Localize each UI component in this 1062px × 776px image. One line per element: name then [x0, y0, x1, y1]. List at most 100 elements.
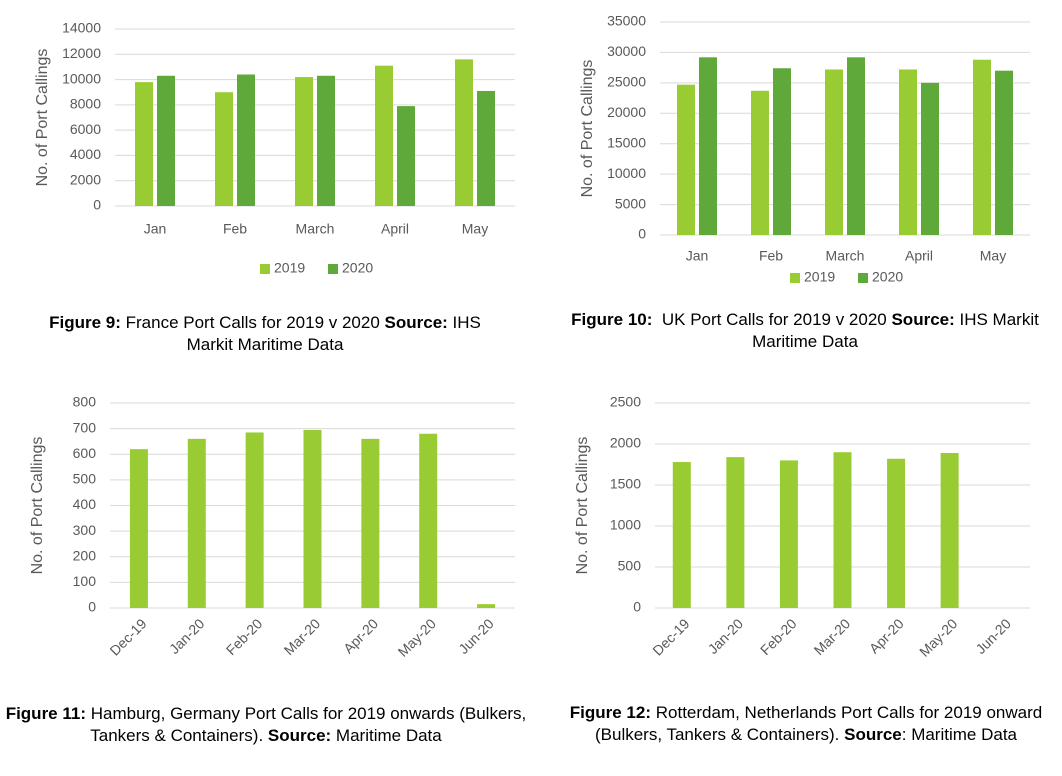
caption-part: Figure 11: — [5, 704, 86, 723]
x-tick-label: Feb-20 — [223, 615, 266, 658]
y-tick-label: 0 — [93, 197, 101, 213]
bar — [887, 458, 906, 608]
bar — [751, 90, 769, 235]
caption-part: UK Port Calls for 2019 v 2020 — [652, 310, 892, 329]
caption-part: Maritime Data — [331, 726, 442, 745]
bar — [921, 82, 939, 235]
y-tick-label: 500 — [73, 471, 97, 487]
x-tick-label: March — [296, 221, 335, 237]
legend-swatch — [858, 273, 868, 283]
bar — [187, 438, 206, 608]
legend-label: 2019 — [804, 269, 835, 285]
bar — [973, 59, 991, 235]
bar — [455, 59, 473, 206]
x-tick-label: Dec-19 — [106, 615, 149, 658]
x-tick-label: Feb-20 — [757, 615, 800, 658]
bar — [672, 462, 691, 608]
y-tick-label: 35000 — [607, 13, 646, 29]
x-tick-label: Jan — [144, 221, 167, 237]
bar — [477, 90, 495, 206]
y-tick-label: 0 — [88, 599, 96, 615]
bar — [295, 77, 313, 207]
bar — [833, 452, 852, 608]
y-tick-label: 10000 — [62, 70, 101, 86]
bar — [129, 449, 148, 608]
figure-caption: Figure 11: Hamburg, Germany Port Calls f… — [4, 703, 528, 747]
caption-part: Source: — [891, 310, 955, 329]
legend-label: 2019 — [274, 260, 305, 276]
legend-swatch — [790, 273, 800, 283]
y-tick-label: 1500 — [610, 476, 641, 492]
y-axis-title: No. of Port Callings — [29, 437, 46, 575]
x-tick-label: Jan-20 — [166, 615, 208, 657]
x-tick-label: Jan-20 — [705, 615, 747, 657]
y-tick-label: 200 — [73, 547, 97, 563]
y-tick-label: 0 — [638, 226, 646, 242]
bar — [773, 68, 791, 235]
y-axis-title: No. of Port Callings — [34, 49, 51, 187]
x-tick-label: May-20 — [916, 615, 960, 659]
bar — [847, 57, 865, 235]
x-tick-label: Feb — [223, 221, 247, 237]
y-tick-label: 600 — [73, 445, 97, 461]
figure-caption: Figure 12: Rotterdam, Netherlands Port C… — [564, 702, 1048, 746]
bar — [317, 75, 335, 207]
bar — [899, 69, 917, 236]
caption-part: France Port Calls for 2019 v 2020 — [120, 313, 385, 332]
x-tick-label: Feb — [759, 248, 783, 264]
bar — [940, 453, 959, 608]
bar — [215, 92, 233, 206]
y-tick-label: 2500 — [610, 394, 641, 410]
x-tick-label: Dec-19 — [649, 615, 692, 658]
y-tick-label: 2000 — [610, 435, 641, 451]
x-tick-label: Jun-20 — [972, 615, 1014, 657]
legend-swatch — [260, 264, 270, 274]
x-tick-label: April — [381, 221, 409, 237]
y-tick-label: 6000 — [70, 121, 101, 137]
bar — [135, 82, 153, 206]
x-tick-label: Apr-20 — [340, 615, 381, 656]
x-tick-label: March — [826, 248, 865, 264]
x-tick-label: April — [905, 248, 933, 264]
y-tick-label: 25000 — [607, 74, 646, 90]
bar — [245, 432, 264, 608]
y-tick-label: 700 — [73, 419, 97, 435]
caption-part: Figure 12: — [569, 703, 652, 722]
legend-label: 2020 — [872, 269, 903, 285]
bar — [477, 604, 496, 608]
bar — [419, 433, 438, 608]
bar — [726, 457, 745, 608]
y-tick-label: 4000 — [70, 146, 101, 162]
caption-part: Figure 9: — [49, 313, 121, 332]
y-tick-label: 30000 — [607, 43, 646, 59]
bar — [237, 74, 255, 206]
y-tick-label: 300 — [73, 522, 97, 538]
bar — [303, 429, 322, 608]
y-tick-label: 800 — [73, 394, 97, 410]
bar — [677, 84, 695, 235]
caption-part: Source — [844, 725, 902, 744]
caption-part: Source: — [384, 313, 448, 332]
caption-part: Rotterdam, Netherlands Port Calls for 20… — [594, 703, 1047, 744]
y-tick-label: 10000 — [607, 165, 646, 181]
bar — [779, 460, 798, 608]
y-tick-label: 8000 — [70, 96, 101, 112]
x-tick-label: Jun-20 — [455, 615, 497, 657]
x-tick-label: May — [462, 221, 488, 237]
caption-part: Source: — [267, 726, 332, 745]
y-tick-label: 1000 — [610, 517, 641, 533]
legend-swatch — [328, 264, 338, 274]
x-tick-label: Mar-20 — [811, 615, 854, 658]
bar — [361, 438, 380, 608]
caption-part: Figure 10: — [571, 310, 653, 329]
bar — [157, 75, 175, 207]
x-tick-label: May — [980, 248, 1006, 264]
y-tick-label: 12000 — [62, 45, 101, 61]
bar — [375, 65, 393, 207]
legend-label: 2020 — [342, 260, 373, 276]
caption-part: Hamburg, Germany Port Calls for 2019 onw… — [86, 704, 531, 745]
x-tick-label: Mar-20 — [281, 615, 324, 658]
bar — [995, 70, 1013, 235]
